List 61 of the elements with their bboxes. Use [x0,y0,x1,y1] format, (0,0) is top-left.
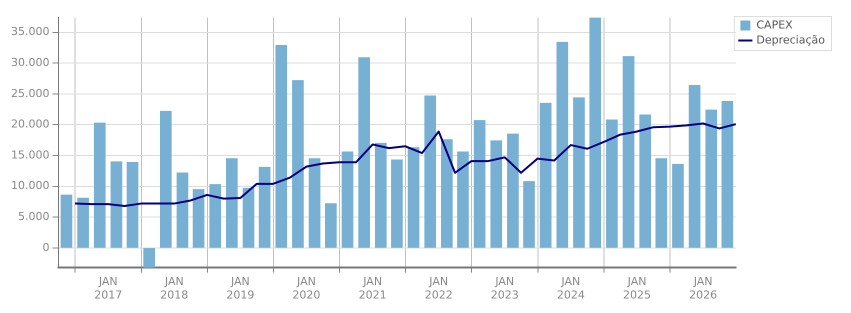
bar [490,140,502,248]
y-tick-label: 10.000 [10,179,50,192]
x-tick-label: JAN 2020 [292,275,320,302]
bar [606,119,618,248]
y-tick-label: 5.000 [18,210,50,223]
bar [160,110,172,248]
bar [457,152,469,248]
bar [226,158,238,248]
bar [325,203,337,248]
bar [258,166,270,248]
bar [126,162,138,248]
bar [424,95,436,248]
bar [556,42,568,248]
bar [176,172,188,248]
bar [722,101,734,248]
bar [589,18,602,248]
bar [639,114,652,248]
bar [622,56,634,248]
bar [292,80,304,248]
bar [523,181,535,248]
y-tick-label: 15.000 [10,148,50,162]
bar [441,139,453,248]
bar [60,194,72,248]
x-tick-label: JAN 2021 [358,275,387,302]
bar [705,110,718,248]
bar [540,102,552,248]
y-tick-label: 0 [42,240,50,254]
legend-label: CAPEX [756,18,794,32]
bar [358,57,370,248]
x-tick-label: JAN 2022 [424,275,453,302]
bar [209,184,222,248]
bar [507,134,519,248]
bar [94,122,106,248]
bar [275,44,288,248]
bar [688,85,700,248]
bar [242,188,254,248]
bar [655,158,668,248]
bar [374,142,387,248]
legend-label: Depreciação [756,33,826,46]
y-tick-label: 25.000 [10,86,50,100]
x-tick-label: JAN 2018 [160,275,188,302]
y-tick-label: 30.000 [10,56,50,70]
bar [672,164,684,248]
bar [192,189,204,248]
x-tick-label: JAN 2017 [94,275,122,302]
bar [308,158,320,248]
bar [474,120,486,248]
y-tick-label: 20.000 [10,118,50,131]
x-tick-label: JAN 2019 [226,275,254,302]
y-tick-label: 35.000 [10,25,50,38]
bar [110,161,122,248]
bar [408,147,420,248]
bar [573,97,585,248]
x-tick-label: JAN 2025 [623,275,652,302]
bar [391,160,403,248]
bar [342,152,354,248]
bar [77,198,89,248]
x-tick-label: JAN 2023 [490,275,519,302]
bar [143,248,155,268]
x-tick-label: JAN 2026 [689,275,718,302]
x-tick-label: JAN 2024 [556,275,585,302]
